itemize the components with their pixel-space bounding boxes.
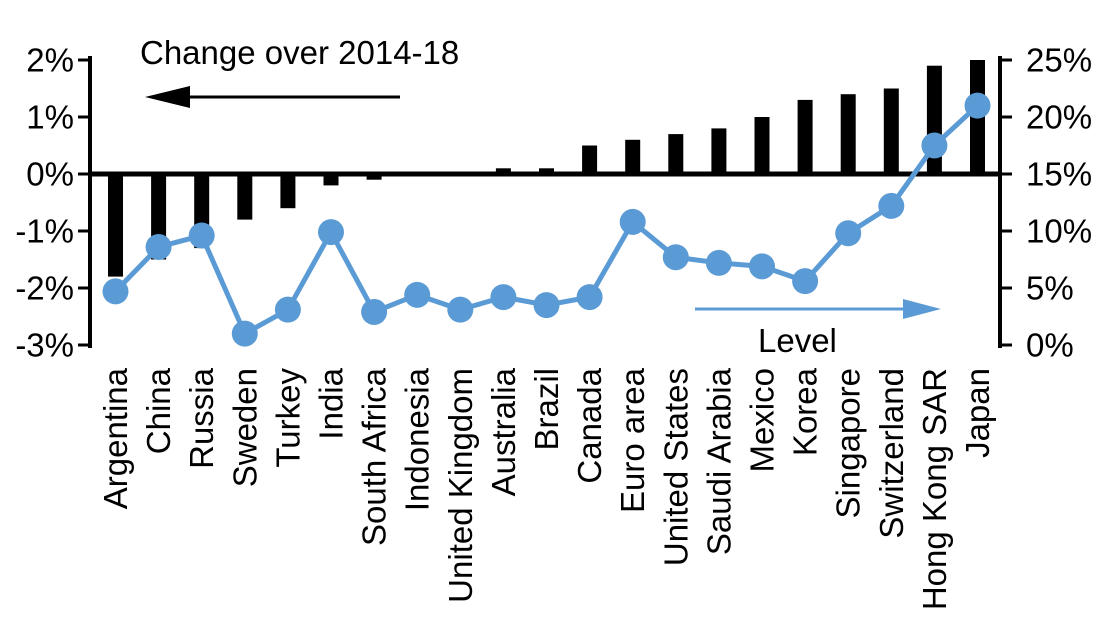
bar: [366, 174, 382, 180]
category-label: Euro area: [614, 367, 651, 513]
level-marker: [447, 296, 474, 323]
category-label: Brazil: [528, 368, 565, 451]
level-marker: [361, 298, 388, 325]
bar: [754, 117, 770, 174]
category-label: Saudi Arabia: [700, 367, 737, 555]
bar: [711, 128, 727, 174]
line-series-label: Level: [758, 322, 837, 359]
level-marker: [921, 132, 948, 159]
right-axis-tick-label: 5%: [1026, 270, 1074, 307]
category-label: United Kingdom: [442, 368, 479, 603]
category-label: Singapore: [830, 368, 867, 518]
level-marker: [404, 281, 431, 308]
right-axis-tick-label: 10%: [1026, 213, 1092, 250]
level-marker: [102, 278, 129, 305]
category-label: Hong Kong SAR: [916, 368, 953, 610]
category-label: Mexico: [744, 368, 781, 473]
category-label: Indonesia: [399, 367, 436, 511]
right-axis-tick-label: 20%: [1026, 99, 1092, 136]
category-label: India: [313, 367, 350, 439]
level-marker: [792, 268, 819, 295]
level-marker: [662, 244, 689, 271]
category-label: Sweden: [226, 368, 263, 487]
bar: [108, 174, 123, 277]
bar: [797, 99, 813, 174]
level-marker: [749, 253, 775, 280]
left-axis-tick-label: -2%: [15, 270, 74, 307]
level-marker: [274, 296, 301, 323]
category-label: United States: [657, 368, 694, 566]
category-label: Switzerland: [873, 368, 910, 539]
bar-series-label: Change over 2014-18: [140, 34, 459, 71]
bar: [237, 174, 253, 220]
bar: [668, 134, 684, 174]
level-marker: [619, 208, 646, 235]
bar: [539, 168, 554, 174]
category-label: Korea: [787, 367, 824, 456]
left-axis-tick-label: 0%: [26, 156, 74, 193]
category-label: South Africa: [356, 367, 393, 546]
bar: [323, 174, 339, 186]
level-marker: [533, 292, 560, 319]
category-label: China: [140, 367, 177, 454]
bar: [582, 145, 598, 174]
category-label: Russia: [183, 367, 220, 469]
level-marker: [964, 92, 991, 119]
right-arrow-head-icon: [903, 299, 941, 319]
level-marker: [878, 192, 905, 219]
right-axis-tick-label: 15%: [1026, 156, 1092, 193]
bar: [495, 168, 511, 174]
level-marker: [145, 233, 172, 260]
left-axis-tick-label: -1%: [15, 213, 74, 250]
left-axis-tick-label: -3%: [15, 327, 74, 364]
level-marker: [705, 249, 732, 276]
category-label: Turkey: [269, 368, 306, 468]
level-marker: [318, 219, 344, 246]
category-label: Canada: [571, 367, 608, 483]
level-marker: [576, 284, 603, 311]
category-label: Argentina: [97, 367, 134, 509]
bar: [840, 94, 856, 174]
level-marker: [490, 284, 517, 311]
category-label: Australia: [485, 367, 522, 496]
level-marker: [835, 220, 862, 247]
bar: [883, 88, 899, 174]
level-marker: [188, 222, 215, 249]
left-axis-tick-label: 1%: [26, 99, 74, 136]
level-marker: [231, 320, 258, 347]
right-axis-tick-label: 25%: [1026, 42, 1092, 79]
bar: [625, 139, 641, 174]
right-axis-tick-label: 0%: [1026, 327, 1074, 364]
category-label: Japan: [959, 368, 996, 458]
left-arrow-head-icon: [145, 86, 190, 108]
left-axis-tick-label: 2%: [26, 42, 74, 79]
bar: [280, 174, 296, 209]
